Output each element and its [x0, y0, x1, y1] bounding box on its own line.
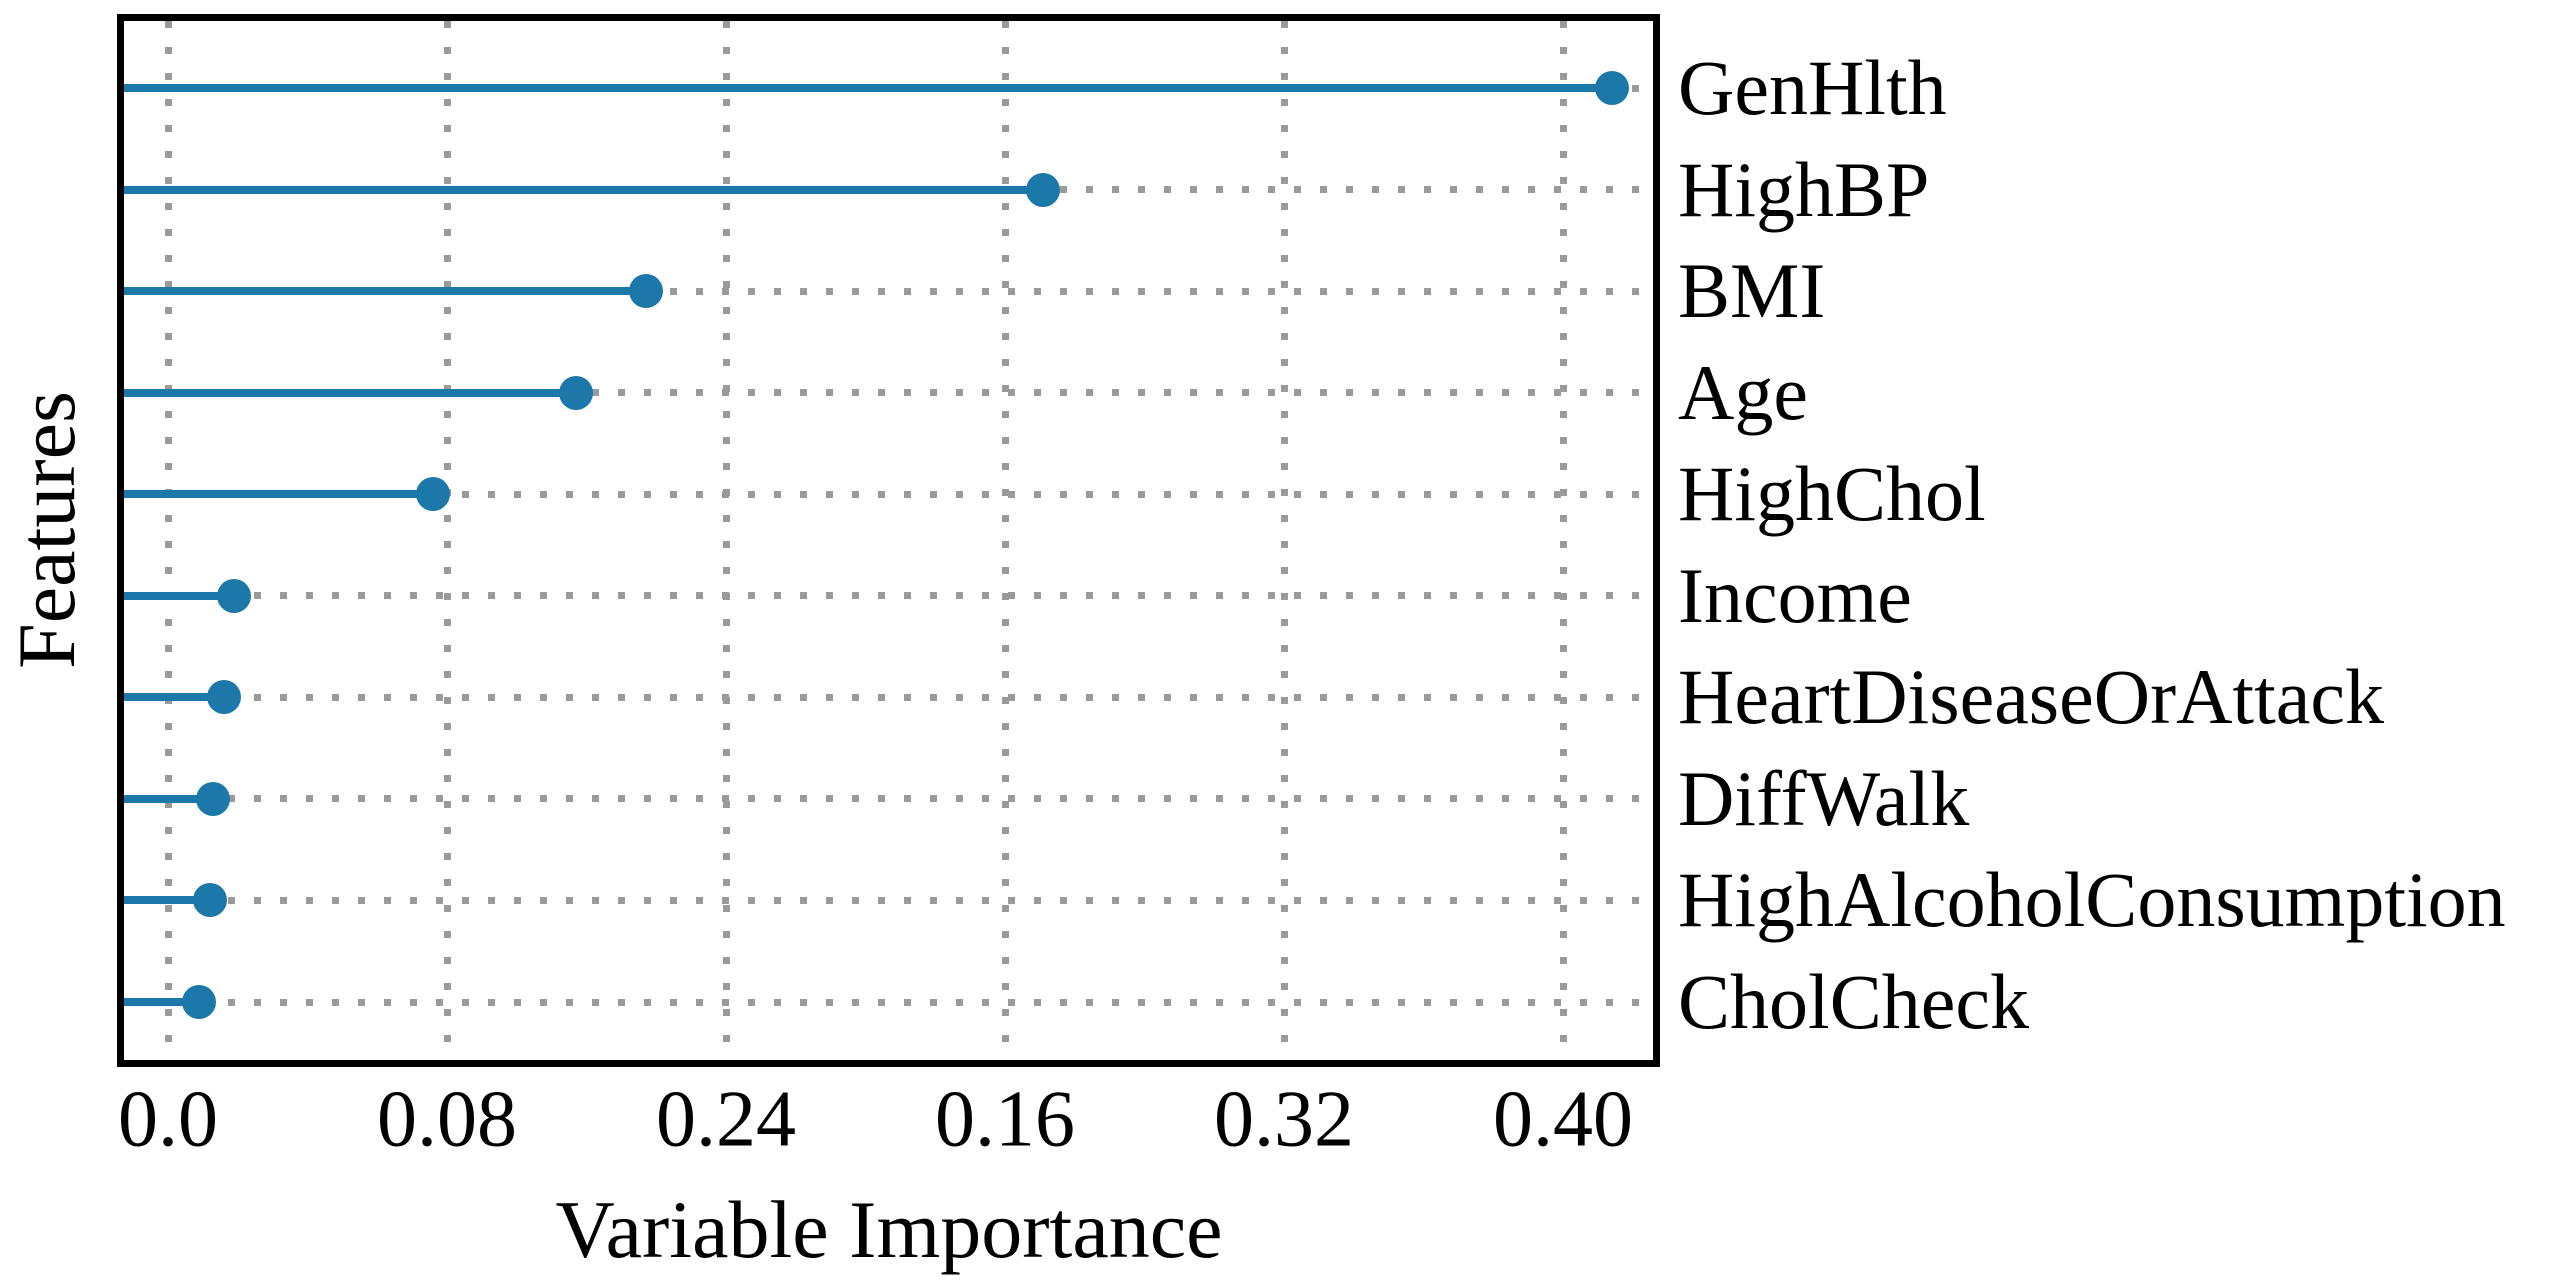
feature-label-DiffWalk: DiffWalk [1678, 754, 1970, 842]
dot-Income [217, 578, 252, 613]
horizontal-gridline [124, 896, 1653, 904]
stem-HighBP [124, 185, 1044, 194]
stem-HeartDiseaseOrAttack [124, 693, 224, 702]
x-tick-label-0.08: 0.08 [377, 1075, 517, 1164]
dot-DiffWalk [196, 781, 231, 816]
dot-GenHlth [1594, 71, 1629, 105]
horizontal-gridline [124, 795, 1653, 803]
horizontal-gridline [124, 592, 1653, 600]
dot-HighBP [1026, 172, 1061, 207]
stem-GenHlth [124, 84, 1612, 92]
horizontal-gridline [124, 490, 1653, 498]
feature-label-Income: Income [1678, 551, 1912, 639]
stem-DiffWalk [124, 794, 214, 803]
horizontal-gridline [124, 389, 1653, 397]
vertical-gridline [722, 21, 730, 1060]
horizontal-gridline [124, 693, 1653, 701]
x-tick-label-0.32: 0.32 [1214, 1075, 1354, 1164]
dot-Age [559, 375, 594, 410]
x-tick-label-0.24: 0.24 [656, 1075, 796, 1164]
stem-Age [124, 388, 577, 397]
feature-label-CholCheck: CholCheck [1678, 958, 2029, 1046]
dot-HighChol [416, 477, 451, 512]
x-tick-label-0.40: 0.40 [1493, 1075, 1633, 1164]
plot-area [124, 21, 1653, 1060]
feature-label-HeartDiseaseOrAttack: HeartDiseaseOrAttack [1678, 653, 2384, 741]
vertical-gridline [1559, 21, 1567, 1060]
x-tick-label-0.0: 0.0 [118, 1075, 218, 1164]
dot-HighAlcoholConsumption [192, 883, 227, 918]
dot-BMI [628, 274, 663, 309]
feature-label-GenHlth: GenHlth [1678, 44, 1947, 131]
horizontal-gridline [124, 287, 1653, 295]
feature-label-Age: Age [1678, 348, 1808, 436]
vertical-gridline [443, 21, 451, 1060]
feature-label-HighBP: HighBP [1678, 145, 1930, 233]
stem-HighChol [124, 490, 434, 499]
stem-BMI [124, 287, 646, 296]
stem-Income [124, 591, 235, 600]
stem-HighAlcoholConsumption [124, 896, 210, 905]
feature-label-HighAlcoholConsumption: HighAlcoholConsumption [1678, 856, 2506, 944]
y-axis-title: Features [1, 391, 92, 669]
feature-label-HighChol: HighChol [1678, 450, 1986, 538]
vertical-gridline [164, 21, 172, 1060]
feature-label-BMI: BMI [1678, 247, 1826, 335]
dot-CholCheck [182, 985, 217, 1020]
vertical-gridline [1001, 21, 1009, 1060]
x-axis-title: Variable Importance [555, 1184, 1223, 1275]
horizontal-gridline [124, 998, 1653, 1006]
dot-HeartDiseaseOrAttack [206, 680, 241, 715]
vertical-gridline [1280, 21, 1288, 1060]
x-tick-label-0.16: 0.16 [935, 1075, 1075, 1164]
stem-CholCheck [124, 998, 200, 1007]
